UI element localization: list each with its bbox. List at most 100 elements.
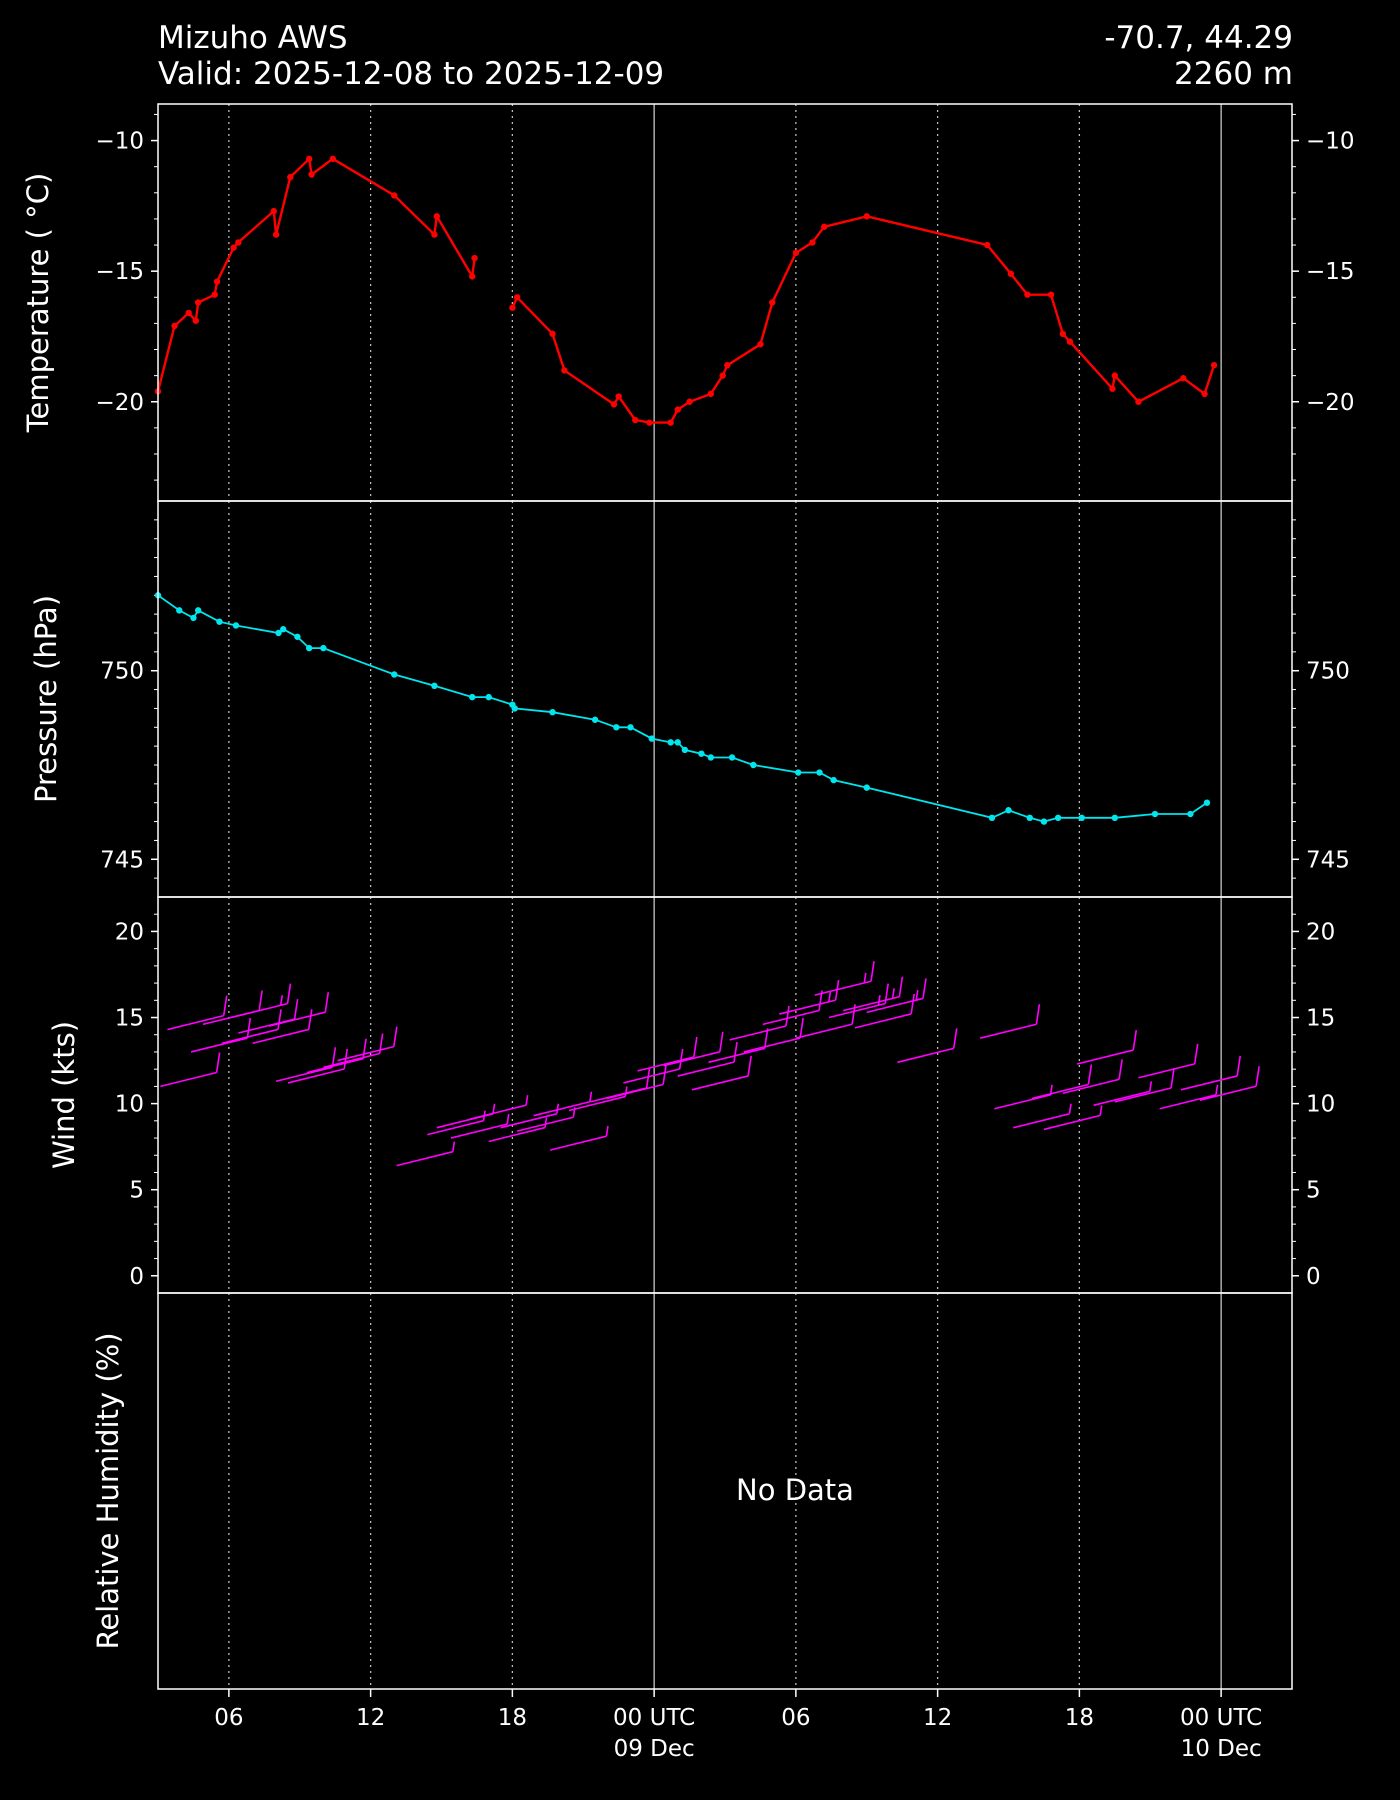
wind-barb: [994, 1084, 1053, 1110]
y-tick-label-right: 0: [1306, 1264, 1321, 1290]
pressure-point: [795, 769, 802, 776]
wind-barb: [663, 1031, 724, 1067]
wind-barb: [1138, 1043, 1199, 1079]
wind-barb-shaft: [1093, 1090, 1151, 1107]
pressure-point: [1078, 814, 1085, 821]
wind-barb-shaft: [396, 1150, 454, 1167]
wind-barb-shaft: [854, 1013, 912, 1029]
wind-barb-half-flag: [1149, 1081, 1153, 1092]
temperature-point: [1024, 291, 1031, 298]
pressure-point: [280, 626, 287, 633]
pressure-point: [275, 629, 282, 637]
y-tick-label: 15: [115, 1006, 144, 1032]
wind-barb-shaft: [306, 1057, 364, 1074]
chart-title-right: -70.7, 44.29 2260 m: [1104, 20, 1293, 92]
wind-barb-shaft: [323, 1052, 380, 1069]
pressure-point: [613, 724, 620, 731]
wind-barb-half-flag: [915, 989, 919, 1001]
wind-barb: [1180, 1055, 1242, 1091]
pressure-line: [157, 594, 1208, 823]
temperature-point: [1210, 361, 1218, 369]
wind-barb-shaft: [1138, 1063, 1195, 1079]
wind-barb: [1031, 1064, 1093, 1100]
x-tick-label: 06: [214, 1705, 243, 1731]
wind-barb-shaft: [275, 1066, 333, 1083]
wind-barb-flag: [1087, 1064, 1093, 1085]
wind-barb-shaft: [190, 1037, 248, 1053]
pressure-point: [816, 769, 823, 776]
wind-barb-shaft: [221, 1028, 279, 1045]
pressure-point: [707, 754, 715, 761]
x-tick-label: 12: [923, 1705, 952, 1731]
wind-barb-flag: [1255, 1066, 1260, 1087]
wind-barb-flag: [1236, 1055, 1242, 1077]
y-tick-label: 5: [129, 1178, 144, 1204]
temperature-point: [646, 419, 653, 426]
y-tick-label: 0: [129, 1264, 144, 1290]
wind-barb-flag: [952, 1028, 958, 1049]
wind-barb-shaft: [568, 1095, 626, 1112]
wind-barb-half-flag: [589, 1091, 593, 1102]
wind-barb: [637, 1036, 698, 1072]
wind-barb: [590, 1067, 651, 1103]
pressure-point: [190, 614, 197, 622]
humidity-frame: [157, 1292, 1293, 1690]
y-tick-label-right: −15: [1306, 259, 1355, 285]
wind-barb-half-flag: [544, 1117, 548, 1128]
temperature-line: [156, 156, 476, 392]
pressure-point: [1026, 814, 1033, 821]
temperature-point: [1111, 372, 1119, 379]
wind-barb-shaft: [167, 1014, 224, 1031]
wind-barb-shaft: [1159, 1094, 1217, 1110]
wind-barb-shaft: [637, 1056, 695, 1072]
x-tick-label: 18: [1065, 1705, 1094, 1731]
wind-barb-flag: [733, 1042, 738, 1063]
temperature-point: [724, 361, 731, 369]
wind-barb-flag: [246, 1017, 252, 1039]
wind-barb-half-flag: [506, 1114, 510, 1125]
wind-barb: [729, 1005, 790, 1041]
wind-barb-flag: [222, 995, 228, 1016]
wind-barb-flag: [898, 976, 904, 997]
wind-barb-flag: [678, 1048, 684, 1070]
wind-barb-flag: [286, 983, 292, 1004]
temperature-point: [211, 291, 218, 298]
wind-barb: [238, 998, 299, 1034]
wind-barb-shaft: [814, 980, 872, 996]
y-tick-label-right: 15: [1306, 1006, 1335, 1032]
humidity-axis-label: Relative Humidity (%): [91, 1332, 125, 1649]
wind-barb: [1114, 1067, 1175, 1103]
wind-axis-label: Wind (kts): [47, 1021, 81, 1169]
wind-barb: [979, 1004, 1041, 1039]
temperature-point: [192, 317, 199, 324]
wind-barb: [1013, 1103, 1072, 1129]
temperature-point: [1047, 291, 1055, 298]
pressure-axis-label: Pressure (hPa): [29, 595, 63, 803]
temperature-point: [610, 401, 618, 408]
pressure-point: [698, 750, 705, 757]
pressure-point: [1187, 810, 1194, 818]
wind-barb-shaft: [516, 1116, 574, 1132]
temperature-point: [272, 231, 280, 238]
wind-barb-shaft: [663, 1051, 721, 1067]
wind-panel: 20 20 15 15 10 10 5 5 0 0 Wind (kts): [47, 896, 1335, 1294]
temperature-point: [171, 322, 178, 330]
temperature-point: [513, 294, 521, 301]
wind-barb-flag: [258, 990, 263, 1011]
wind-barb-flag: [1170, 1067, 1175, 1089]
wind-barb-half-flag: [1099, 1105, 1103, 1116]
temperature-point: [433, 213, 440, 220]
wind-barb-flag: [1193, 1043, 1199, 1064]
wind-barb-flag: [662, 1064, 667, 1085]
wind-barb: [1159, 1084, 1219, 1110]
temperature-point: [213, 278, 221, 285]
y-tick-label: 20: [115, 919, 144, 945]
wind-barb: [323, 1033, 384, 1069]
wind-barb-half-flag: [1215, 1084, 1219, 1095]
wind-barb-shaft: [287, 1068, 345, 1084]
temperature-point: [431, 231, 438, 238]
temperature-point: [308, 171, 315, 178]
wind-barb-shaft: [866, 997, 924, 1014]
wind-barb-shaft: [897, 1047, 954, 1064]
wind-barb-shaft: [979, 1023, 1037, 1039]
